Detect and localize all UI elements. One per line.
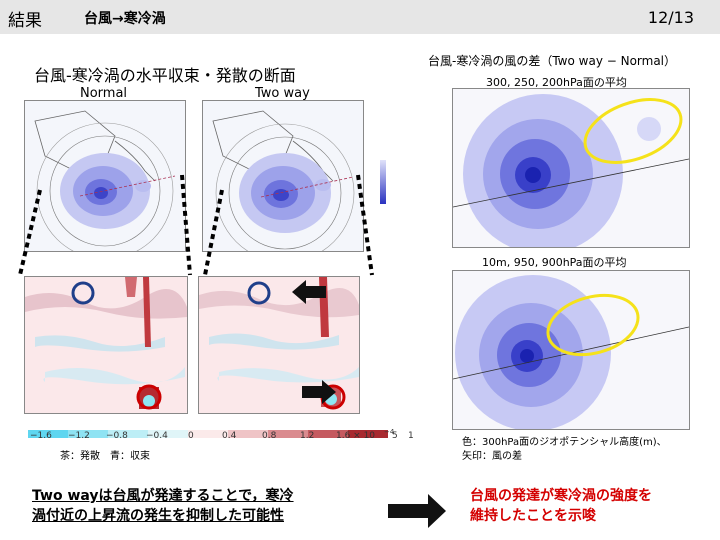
cross-section-normal bbox=[24, 276, 188, 414]
projection-lines bbox=[18, 174, 374, 276]
conclusion-right-line2: 維持したことを示唆 bbox=[470, 508, 596, 524]
label-twoway: Two way bbox=[255, 86, 310, 101]
slide-subtitle: 台風→寒冷渦 bbox=[84, 11, 166, 27]
left-section-title: 台風-寒冷渦の水平収束・発散の断面 bbox=[34, 66, 296, 85]
colorbar-note: 茶：発散 青：収束 bbox=[60, 451, 150, 462]
upper-wind-map-graphic bbox=[452, 89, 690, 254]
cb-tick-2: −0.8 bbox=[106, 431, 128, 441]
left-arrow-icon bbox=[292, 280, 326, 304]
cb-tick-3: −0.4 bbox=[146, 431, 168, 441]
cb-tick-10: 5 bbox=[392, 431, 398, 441]
map-normal-graphic bbox=[25, 101, 185, 260]
conclusion-left-line2: 渦付近の上昇流の発生を抑制した可能性 bbox=[32, 508, 284, 524]
conclusion-right-line1: 台風の発達が寒冷渦の強度を bbox=[470, 488, 652, 504]
upper-map-caption: 300, 250, 200hPa面の平均 bbox=[486, 76, 627, 89]
cb-tick-4: 0 bbox=[188, 431, 194, 441]
cb-tick-6: 0.8 bbox=[262, 431, 277, 441]
cb-tick-5: 0.4 bbox=[222, 431, 237, 441]
header-bar bbox=[0, 0, 720, 34]
cb-tick-7: 1.2 bbox=[300, 431, 315, 441]
cb-tick-8: 1.6 × 10 bbox=[336, 431, 376, 441]
cb-tick-1: −1.2 bbox=[68, 431, 90, 441]
map-twoway-graphic bbox=[203, 101, 363, 263]
conclusion-left: Two wayは台風が発達することで，寒冷 渦付近の上昇流の発生を抑制した可能性 bbox=[32, 486, 294, 526]
map-note-line2: 矢印：風の差 bbox=[462, 451, 522, 462]
map-normal bbox=[24, 100, 186, 260]
conclusion-left-line1: Two wayは台風が発達することで，寒冷 bbox=[32, 488, 294, 504]
map-note-line1: 色：300hPa面のジオポテンシャル高度(m)、 bbox=[462, 437, 667, 448]
colorbar bbox=[28, 430, 388, 438]
upper-wind-map bbox=[452, 88, 690, 254]
right-arrow-icon bbox=[302, 380, 336, 404]
right-section-title: 台風-寒冷渦の風の差（Two way − Normal） bbox=[428, 54, 677, 68]
page-number: 12/13 bbox=[647, 8, 694, 27]
label-normal: Normal bbox=[80, 86, 128, 101]
cb-tick-9: −4 bbox=[384, 428, 395, 436]
map-twoway bbox=[202, 100, 364, 263]
lower-map-caption: 10m, 950, 900hPa面の平均 bbox=[482, 256, 627, 269]
conclusion-arrow-icon bbox=[388, 494, 446, 528]
conclusion-right: 台風の発達が寒冷渦の強度を 維持したことを示唆 bbox=[470, 486, 652, 526]
section-title: 結果 bbox=[8, 11, 42, 31]
small-colorbar bbox=[380, 160, 386, 204]
cb-tick-0: −1.6 bbox=[30, 431, 52, 441]
lower-wind-map-graphic bbox=[452, 271, 690, 431]
lower-wind-map bbox=[452, 270, 690, 431]
cb-tick-11: 1 bbox=[408, 431, 414, 441]
cross-section-normal-graphic bbox=[25, 277, 187, 413]
